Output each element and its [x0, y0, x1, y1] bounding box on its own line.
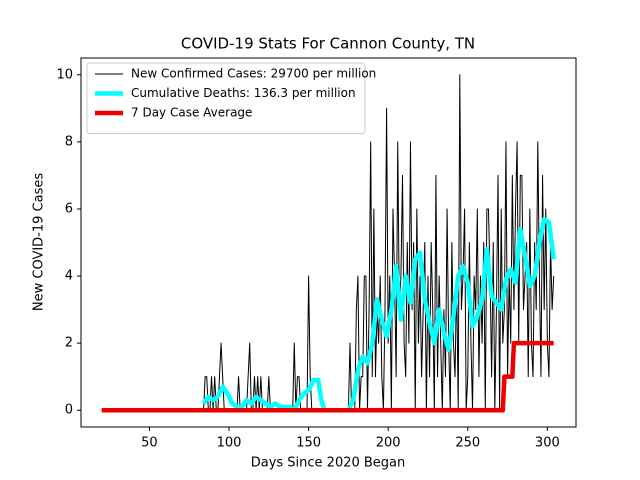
y-tick-label: 4 [65, 269, 73, 284]
y-tick-label: 10 [56, 67, 73, 82]
x-tick-label: 150 [296, 436, 321, 451]
axes-frame [80, 57, 577, 428]
legend-box [86, 62, 366, 134]
series-line [101, 340, 554, 413]
x-tick-label: 200 [376, 436, 401, 451]
x-axis-label: Days Since 2020 Began [251, 456, 406, 471]
x-tick-label: 300 [535, 436, 560, 451]
y-tick-label: 0 [65, 403, 73, 418]
x-tick-label: 250 [455, 436, 480, 451]
series-line [201, 216, 556, 413]
chart-title: COVID-19 Stats For Cannon County, TN [181, 35, 475, 53]
legend-label: 7 Day Case Average [131, 106, 252, 120]
y-axis-label: New COVID-19 Cases [32, 173, 47, 311]
y-tick-label: 2 [65, 336, 73, 351]
plot-area: 50 100 150 200 250 300 0 2 4 6 8 10 New Confirmed Ca… [56, 57, 577, 451]
x-tick-label: 50 [141, 436, 158, 451]
legend-label: New Confirmed Cases: 29700 per million [131, 67, 376, 81]
series-line [101, 74, 555, 411]
legend: New Confirmed Cases: 29700 per million Cu… [86, 62, 376, 134]
series-group [101, 74, 556, 413]
y-tick-label: 6 [65, 201, 73, 216]
y-tick-label: 8 [65, 134, 73, 149]
legend-label: Cumulative Deaths: 136.3 per million [131, 86, 356, 100]
x-tick-label: 100 [217, 436, 242, 451]
